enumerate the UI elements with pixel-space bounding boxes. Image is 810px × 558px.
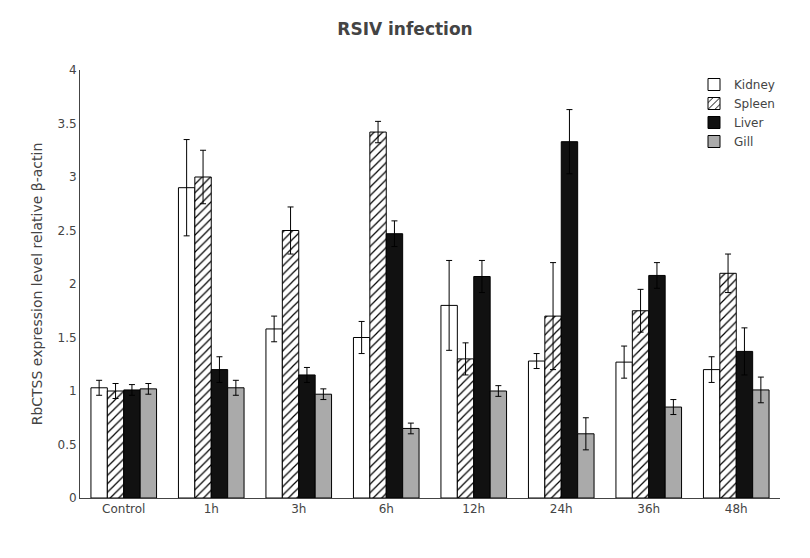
svg-text:Liver: Liver [734, 116, 764, 130]
svg-text:Spleen: Spleen [734, 97, 775, 111]
svg-text:12h: 12h [462, 502, 485, 516]
svg-text:RbCTSS expression level relati: RbCTSS expression level relative β-actin [29, 143, 45, 426]
svg-text:4: 4 [69, 63, 77, 77]
svg-text:1: 1 [69, 384, 77, 398]
svg-text:Kidney: Kidney [734, 78, 775, 92]
svg-text:2: 2 [69, 277, 77, 291]
svg-text:48h: 48h [725, 502, 748, 516]
svg-text:0: 0 [69, 491, 77, 505]
svg-text:1.5: 1.5 [58, 331, 77, 345]
svg-text:2.5: 2.5 [58, 224, 77, 238]
svg-text:24h: 24h [550, 502, 573, 516]
svg-text:Control: Control [102, 502, 145, 516]
svg-text:1h: 1h [204, 502, 219, 516]
svg-text:0.5: 0.5 [58, 438, 77, 452]
svg-text:36h: 36h [637, 502, 660, 516]
svg-text:3: 3 [69, 170, 77, 184]
svg-text:Gill: Gill [734, 135, 753, 149]
svg-text:3.5: 3.5 [58, 117, 77, 131]
svg-text:RSIV infection: RSIV infection [337, 19, 472, 39]
svg-text:3h: 3h [291, 502, 306, 516]
svg-text:6h: 6h [379, 502, 394, 516]
